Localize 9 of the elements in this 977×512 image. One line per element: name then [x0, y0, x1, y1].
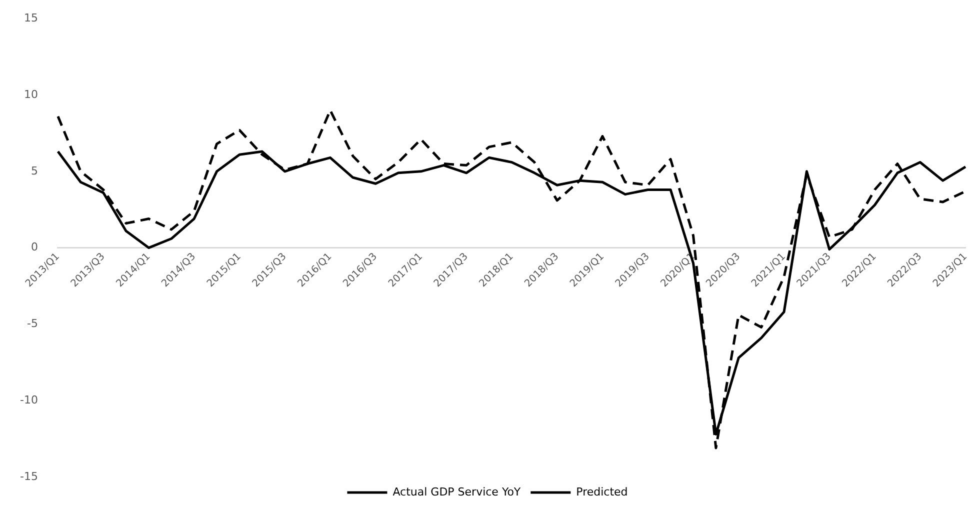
y-tick-label: 10 — [24, 88, 38, 101]
y-tick-label: 15 — [24, 11, 38, 24]
y-tick-label: 5 — [30, 164, 38, 178]
legend-label: Actual GDP Service YoY — [392, 485, 521, 498]
y-tick-label: 0 — [30, 240, 38, 254]
y-tick-label: -10 — [20, 393, 38, 406]
y-tick-label: -5 — [27, 317, 38, 330]
legend-label: Predicted — [576, 485, 628, 498]
y-tick-label: -15 — [20, 470, 38, 483]
